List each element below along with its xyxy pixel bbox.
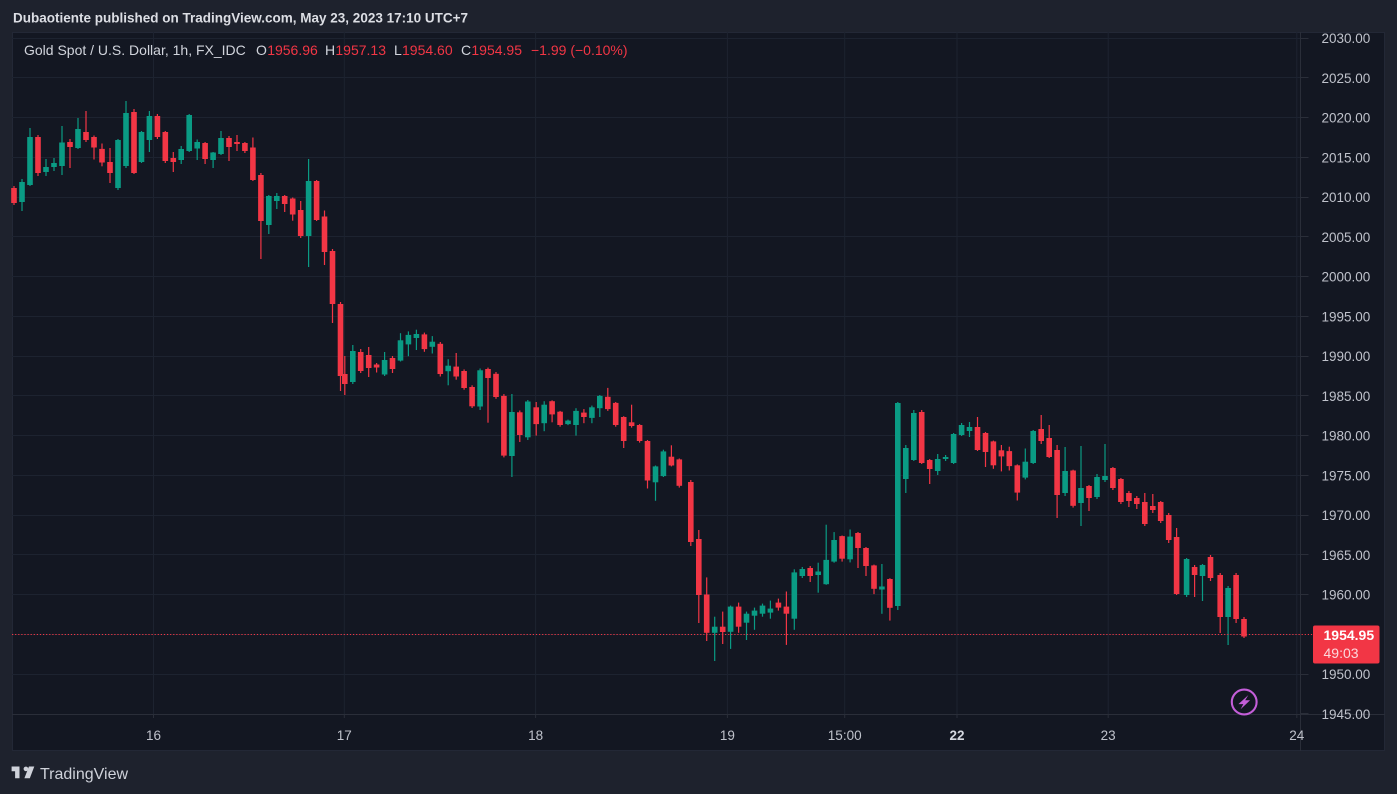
svg-text:17: 17 [337,728,352,743]
svg-text:H: H [325,42,335,58]
svg-text:Gold Spot / U.S. Dollar, 1h, F: Gold Spot / U.S. Dollar, 1h, FX_IDC [24,42,246,58]
svg-text:1954.60: 1954.60 [402,42,453,58]
svg-text:1985.00: 1985.00 [1322,389,1371,404]
svg-text:2015.00: 2015.00 [1322,150,1371,165]
svg-text:−1.99 (−0.10%): −1.99 (−0.10%) [531,42,628,58]
svg-text:1954.95: 1954.95 [471,42,522,58]
svg-text:Dubaotiente published on Tradi: Dubaotiente published on TradingView.com… [13,11,468,26]
svg-text:1975.00: 1975.00 [1322,468,1371,483]
svg-text:1950.00: 1950.00 [1322,667,1371,682]
svg-text:15:00: 15:00 [828,728,862,743]
svg-text:1995.00: 1995.00 [1322,309,1371,324]
svg-text:22: 22 [949,728,964,743]
svg-text:1980.00: 1980.00 [1322,429,1371,444]
svg-text:2000.00: 2000.00 [1322,270,1371,285]
svg-text:1957.13: 1957.13 [335,42,386,58]
svg-text:O: O [256,42,267,58]
svg-text:2030.00: 2030.00 [1322,31,1371,46]
svg-text:1970.00: 1970.00 [1322,508,1371,523]
svg-text:24: 24 [1289,728,1305,743]
svg-text:1956.96: 1956.96 [267,42,318,58]
svg-text:18: 18 [528,728,543,743]
svg-text:19: 19 [720,728,735,743]
svg-text:2025.00: 2025.00 [1322,71,1371,86]
svg-text:49:03: 49:03 [1324,645,1359,661]
svg-text:1960.00: 1960.00 [1322,588,1371,603]
svg-text:23: 23 [1101,728,1116,743]
svg-text:L: L [394,42,402,58]
svg-text:1965.00: 1965.00 [1322,548,1371,563]
svg-text:C: C [461,42,471,58]
svg-text:TradingView: TradingView [40,766,128,783]
svg-text:2020.00: 2020.00 [1322,111,1371,126]
svg-text:2005.00: 2005.00 [1322,230,1371,245]
svg-text:1945.00: 1945.00 [1322,707,1371,722]
svg-text:1954.95: 1954.95 [1324,627,1375,643]
svg-text:1990.00: 1990.00 [1322,349,1371,364]
svg-text:2010.00: 2010.00 [1322,190,1371,205]
svg-text:16: 16 [146,728,161,743]
